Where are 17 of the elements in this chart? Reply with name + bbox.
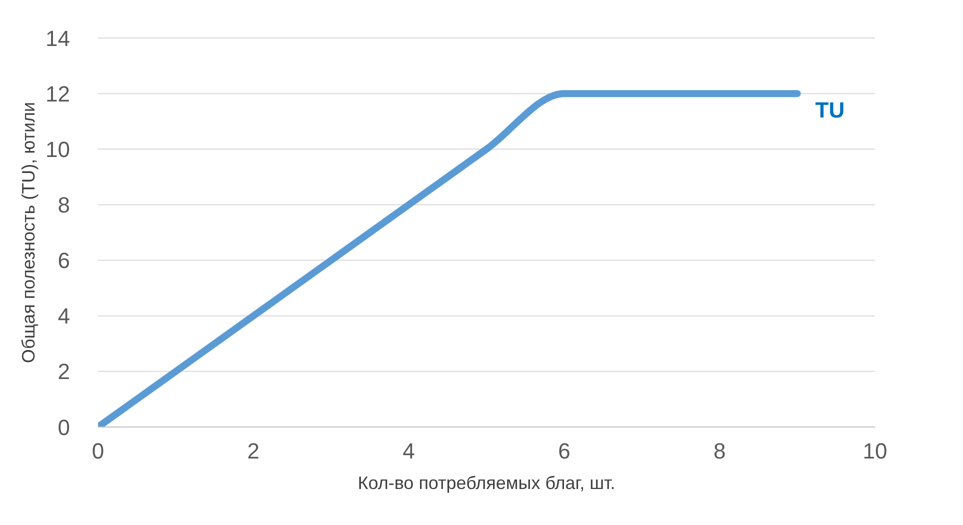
x-tick-label: 0 [92, 438, 104, 464]
y-tick-label: 0 [58, 414, 70, 440]
series-label: TU [815, 98, 845, 123]
y-axis-title: Общая полезность (TU), ютили [18, 102, 38, 364]
x-tick-label: 10 [862, 438, 888, 464]
x-axis-title: Кол-во потребляемых благ, шт. [358, 473, 616, 493]
x-tick-label: 2 [247, 438, 260, 464]
y-tick-label: 10 [46, 136, 70, 162]
y-tick-label: 4 [58, 304, 70, 329]
y-tick-label: 2 [58, 359, 70, 384]
x-tick-label: 8 [713, 438, 726, 464]
x-tick-label: 4 [402, 438, 415, 464]
y-tick-label: 14 [46, 26, 70, 51]
y-tick-label: 12 [46, 81, 70, 106]
y-tick-label: 6 [58, 248, 70, 274]
y-tick-label: 8 [58, 192, 70, 218]
x-tick-label: 6 [558, 438, 570, 464]
